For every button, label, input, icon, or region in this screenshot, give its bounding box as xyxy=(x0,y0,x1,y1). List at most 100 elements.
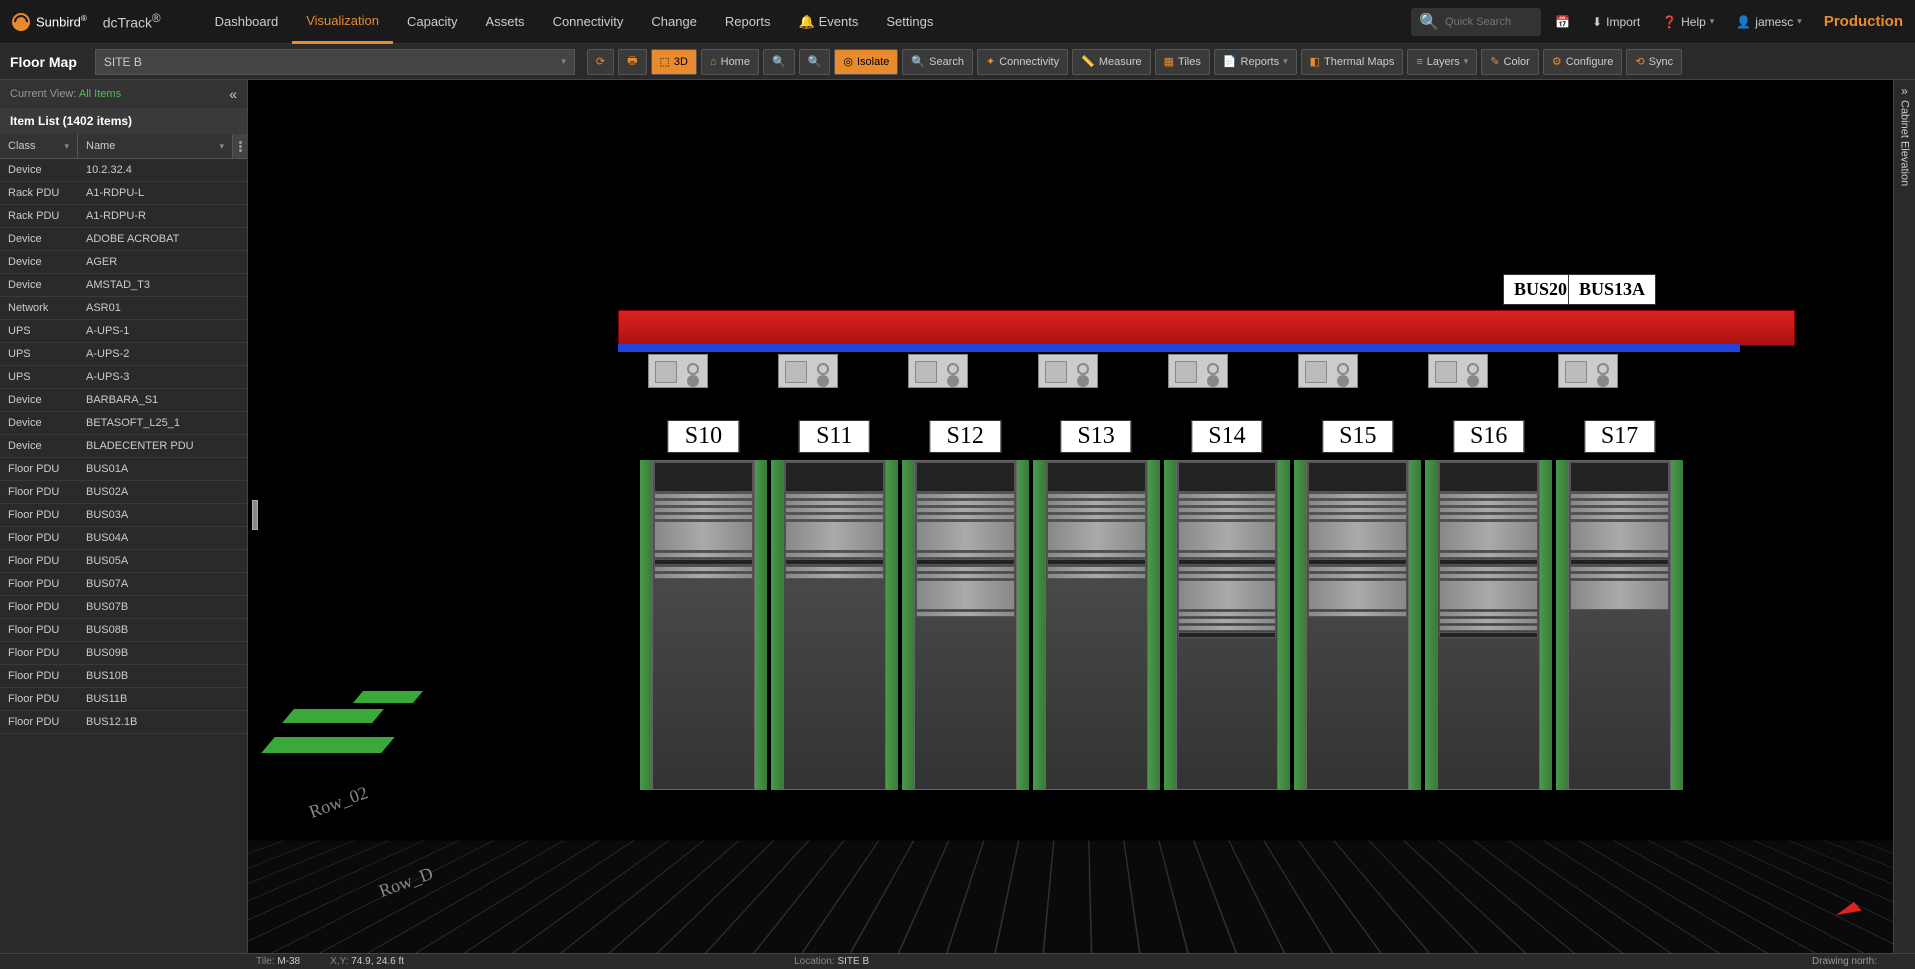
table-row[interactable]: DeviceBLADECENTER PDU xyxy=(0,435,247,458)
tiles-button[interactable]: ▦Tiles xyxy=(1155,49,1210,75)
table-row[interactable]: Floor PDUBUS12.1B xyxy=(0,711,247,734)
bus-connector xyxy=(1298,354,1358,388)
view-slider[interactable] xyxy=(252,500,258,530)
quick-search[interactable]: 🔍 xyxy=(1411,8,1541,36)
compass xyxy=(1835,903,1875,933)
bus-connector xyxy=(1038,354,1098,388)
top-bar: Sunbird® dcTrack® DashboardVisualization… xyxy=(0,0,1915,44)
table-row[interactable]: Floor PDUBUS10B xyxy=(0,665,247,688)
print-button-icon: 🖶 xyxy=(627,52,637,71)
bus-connector xyxy=(1168,354,1228,388)
configure-button[interactable]: ⚙Configure xyxy=(1543,49,1623,75)
chevron-down-icon: ▾ xyxy=(1464,56,1469,67)
user-menu[interactable]: 👤jamesc▾ xyxy=(1728,9,1810,35)
brand-logo: Sunbird® dcTrack® xyxy=(12,12,161,31)
table-row[interactable]: Floor PDUBUS11B xyxy=(0,688,247,711)
expand-panel-button[interactable]: » xyxy=(1901,84,1908,98)
column-menu-button[interactable] xyxy=(233,134,247,158)
refresh-button[interactable]: ⟳ xyxy=(587,49,614,75)
calendar-button[interactable]: 📅 xyxy=(1547,9,1578,35)
bus-label: BUS13A xyxy=(1568,274,1656,305)
table-row[interactable]: NetworkASR01 xyxy=(0,297,247,320)
nav-connectivity[interactable]: Connectivity xyxy=(539,0,638,44)
print-button[interactable]: 🖶 xyxy=(618,49,646,75)
table-row[interactable]: DeviceBETASOFT_L25_1 xyxy=(0,412,247,435)
column-class[interactable]: Class▾ xyxy=(0,134,78,158)
rack-label: S17 xyxy=(1584,420,1655,453)
table-row[interactable]: DeviceBARBARA_S1 xyxy=(0,389,247,412)
site-selector[interactable]: SITE B ▾ xyxy=(95,49,575,75)
rack-S16[interactable]: S16 xyxy=(1425,420,1552,790)
top-right-controls: 🔍 📅 ⬇Import ❓Help▾ 👤jamesc▾ Production xyxy=(1411,8,1903,36)
nav-settings[interactable]: Settings xyxy=(872,0,947,44)
table-row[interactable]: Rack PDUA1-RDPU-R xyxy=(0,205,247,228)
nav-assets[interactable]: Assets xyxy=(472,0,539,44)
item-table-header: Class▾ Name▾ xyxy=(0,134,247,159)
zoom-in-button[interactable]: 🔍 xyxy=(763,49,795,75)
table-row[interactable]: Floor PDUBUS01A xyxy=(0,458,247,481)
measure-button[interactable]: 📏Measure xyxy=(1072,49,1151,75)
thermal-button[interactable]: ◧Thermal Maps xyxy=(1301,49,1404,75)
table-row[interactable]: Floor PDUBUS08B xyxy=(0,619,247,642)
sidebar: Current View: All Items « Item List (140… xyxy=(0,80,248,953)
table-row[interactable]: Floor PDUBUS09B xyxy=(0,642,247,665)
table-row[interactable]: Rack PDUA1-RDPU-L xyxy=(0,182,247,205)
table-row[interactable]: Floor PDUBUS05A xyxy=(0,550,247,573)
rack-body xyxy=(1176,460,1279,790)
nav-capacity[interactable]: Capacity xyxy=(393,0,472,44)
bus-connector xyxy=(1558,354,1618,388)
zoom-out-button[interactable]: 🔍 xyxy=(799,49,831,75)
nav-visualization[interactable]: Visualization xyxy=(292,0,393,44)
user-icon: 👤 xyxy=(1736,15,1751,29)
rack-S15[interactable]: S15 xyxy=(1294,420,1421,790)
3d-viewport[interactable]: Row_02 Row_D BUS20BUS13A S10S11S12S13S14… xyxy=(248,80,1915,953)
rack-label: S15 xyxy=(1322,420,1393,453)
rack-label: S13 xyxy=(1060,420,1131,453)
table-row[interactable]: DeviceAGER xyxy=(0,251,247,274)
nav-change[interactable]: Change xyxy=(637,0,711,44)
cabinet-elevation-panel[interactable]: » Cabinet Elevation xyxy=(1893,80,1915,953)
rack-S13[interactable]: S13 xyxy=(1033,420,1160,790)
sunbird-icon xyxy=(12,13,30,31)
table-row[interactable]: Floor PDUBUS02A xyxy=(0,481,247,504)
rack-S17[interactable]: S17 xyxy=(1556,420,1683,790)
rack-S14[interactable]: S14 xyxy=(1164,420,1291,790)
floor-tile xyxy=(353,691,423,703)
table-row[interactable]: DeviceADOBE ACROBAT xyxy=(0,228,247,251)
sync-button[interactable]: ⟲Sync xyxy=(1626,49,1682,75)
rack-label: S12 xyxy=(930,420,1001,453)
table-row[interactable]: Floor PDUBUS07B xyxy=(0,596,247,619)
nav-events[interactable]: 🔔Events xyxy=(784,0,872,44)
table-row[interactable]: Device10.2.32.4 xyxy=(0,159,247,182)
home-button[interactable]: ⌂Home xyxy=(701,49,759,75)
nav-dashboard[interactable]: Dashboard xyxy=(201,0,293,44)
rack-S11[interactable]: S11 xyxy=(771,420,898,790)
status-tile: Tile: M-38 xyxy=(256,956,300,967)
quick-search-input[interactable] xyxy=(1445,16,1533,28)
collapse-sidebar-button[interactable]: « xyxy=(229,86,237,102)
nav-reports[interactable]: Reports xyxy=(711,0,785,44)
connectivity-button[interactable]: ✦Connectivity xyxy=(977,49,1068,75)
table-row[interactable]: UPSA-UPS-3 xyxy=(0,366,247,389)
color-button[interactable]: ✎Color xyxy=(1481,49,1539,75)
import-button[interactable]: ⬇Import xyxy=(1584,9,1648,35)
column-name[interactable]: Name▾ xyxy=(78,134,233,158)
help-button[interactable]: ❓Help▾ xyxy=(1654,9,1722,35)
rack-S12[interactable]: S12 xyxy=(902,420,1029,790)
table-row[interactable]: Floor PDUBUS07A xyxy=(0,573,247,596)
table-row[interactable]: UPSA-UPS-1 xyxy=(0,320,247,343)
table-row[interactable]: Floor PDUBUS04A xyxy=(0,527,247,550)
isolate-button[interactable]: ◎Isolate xyxy=(834,49,898,75)
chevron-down-icon: ▾ xyxy=(219,141,224,152)
busbar: BUS20BUS13A xyxy=(618,310,1795,370)
3d-button[interactable]: ⬚3D xyxy=(651,49,697,75)
table-row[interactable]: Floor PDUBUS03A xyxy=(0,504,247,527)
table-row[interactable]: DeviceAMSTAD_T3 xyxy=(0,274,247,297)
search-tool-button[interactable]: 🔍Search xyxy=(902,49,973,75)
layers-button[interactable]: ≡Layers▾ xyxy=(1407,49,1477,75)
table-row[interactable]: UPSA-UPS-2 xyxy=(0,343,247,366)
reports-button[interactable]: 📄Reports▾ xyxy=(1214,49,1297,75)
rack-S10[interactable]: S10 xyxy=(640,420,767,790)
color-button-icon: ✎ xyxy=(1490,55,1499,68)
tiles-button-icon: ▦ xyxy=(1164,55,1174,68)
